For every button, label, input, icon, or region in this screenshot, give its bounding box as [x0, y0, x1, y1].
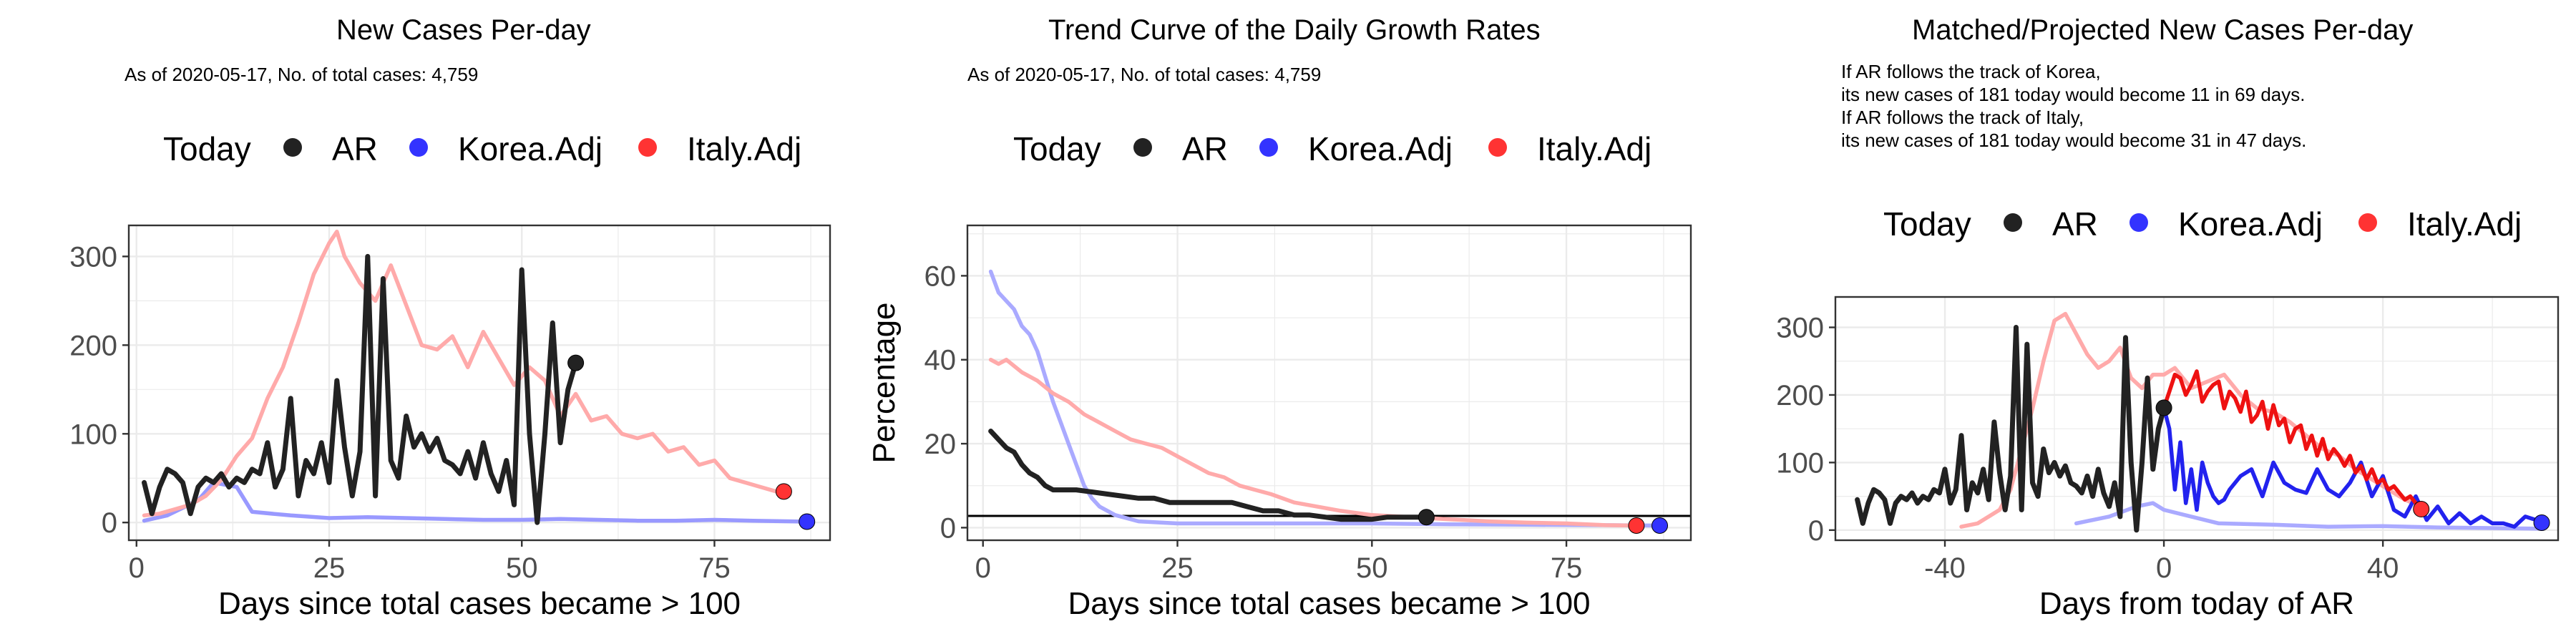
legend-label-ar: AR	[332, 130, 378, 167]
legend: Today AR Korea.Adj Italy.Adj	[163, 125, 807, 168]
x-tick-label: -40	[1924, 552, 1966, 584]
x-tick-label: 50	[506, 552, 538, 584]
legend-dot-korea	[409, 138, 428, 157]
legend-label-ar: AR	[1182, 130, 1228, 167]
legend-title: Today	[1013, 130, 1101, 167]
series-line-italy-adj	[142, 229, 779, 518]
series-line-italy-adj	[988, 357, 1639, 528]
legend-dot-ar	[2004, 213, 2022, 232]
x-tick-label: 0	[129, 552, 145, 584]
today-point-italy-adj	[1628, 517, 1645, 534]
legend-dot-ar	[1133, 138, 1152, 157]
legend-label-korea: Korea.Adj	[1308, 130, 1453, 167]
x-axis-label: Days from today of AR	[2039, 586, 2354, 621]
y-tick-label: 100	[69, 419, 117, 450]
chart-subtitle: If AR follows the track of Korea, its ne…	[1841, 60, 2306, 152]
chart-title: New Cases Per-day	[336, 14, 591, 46]
y-tick-label: 200	[1776, 380, 1824, 411]
x-tick-label: 75	[698, 552, 731, 584]
today-point-korea-adj-projected	[2533, 514, 2550, 531]
y-tick-label: 40	[924, 345, 957, 376]
x-tick-label: 50	[1356, 552, 1388, 584]
legend-label-korea: Korea.Adj	[2178, 205, 2323, 243]
panel-projected-cases: Matched/Projected New Cases Per-day If A…	[1717, 0, 2576, 644]
legend-dot-korea	[2129, 213, 2148, 232]
series-line-italy-adj-projected	[2162, 369, 2424, 512]
y-tick-label: 20	[924, 429, 957, 460]
subtitle-line: its new cases of 181 today would become …	[1841, 130, 2307, 151]
legend-label-italy: Italy.Adj	[687, 130, 802, 167]
gridlines	[129, 225, 830, 540]
x-axis-label: Days since total cases became > 100	[1068, 586, 1590, 621]
today-point-italy-adj-projected	[2413, 501, 2430, 518]
series-line-korea-adj	[2074, 501, 2544, 531]
today-point-italy-adj	[775, 483, 792, 500]
gridlines	[967, 225, 1691, 540]
y-tick-label: 0	[940, 512, 956, 544]
legend-dot-italy	[2358, 213, 2377, 232]
series-line-ar	[142, 253, 579, 525]
chart-title: Matched/Projected New Cases Per-day	[1912, 14, 2414, 46]
subtitle-line: its new cases of 181 today would become …	[1841, 84, 2306, 105]
subtitle-line: As of 2020-05-17, No. of total cases: 4,…	[125, 64, 479, 85]
legend-dot-italy	[1488, 138, 1507, 157]
legend-dot-italy	[638, 138, 657, 157]
chart-subtitle: As of 2020-05-17, No. of total cases: 4,…	[125, 63, 478, 86]
today-point-korea-adj	[799, 513, 816, 530]
x-tick-label: 0	[2156, 552, 2172, 584]
subtitle-line: If AR follows the track of Italy,	[1841, 107, 2084, 128]
y-tick-label: 60	[924, 260, 957, 292]
y-tick-label: 0	[1808, 515, 1824, 547]
today-point-ar	[2155, 399, 2172, 416]
chart-plot: -40 0 40 0 100 200 300 Days from today of AR	[1776, 296, 2560, 621]
chart-plot: 0 25 50 75 0 20 40 60 Days since total cases bec…	[867, 224, 1692, 621]
y-tick-label: 0	[102, 507, 117, 539]
series-line-korea-adj	[988, 269, 1662, 528]
panel-growth-rates: Trend Curve of the Daily Growth Rates As…	[859, 0, 1717, 644]
series-line-korea-adj	[142, 480, 809, 524]
y-axis-label: Percentage	[867, 302, 902, 463]
legend-label-italy: Italy.Adj	[1537, 130, 1652, 167]
legend: Today AR Korea.Adj Italy.Adj	[1883, 200, 2527, 243]
plot-border	[127, 224, 831, 542]
x-axis-label: Days since total cases became > 100	[218, 586, 741, 621]
plot-border	[1834, 296, 2560, 542]
series-line-ar	[1855, 325, 2167, 533]
legend-dot-ar	[283, 138, 302, 157]
chart-subtitle: As of 2020-05-17, No. of total cases: 4,…	[967, 63, 1321, 86]
chart-plot: 0 25 50 75 0 100 200 300 Days since total cases …	[69, 224, 831, 621]
y-tick-label: 200	[69, 330, 117, 361]
y-tick-label: 300	[1776, 313, 1824, 344]
series-line-ar	[988, 429, 1429, 522]
today-point-ar	[567, 354, 585, 371]
x-tick-label: 25	[313, 552, 346, 584]
legend: Today AR Korea.Adj Italy.Adj	[1013, 125, 1657, 168]
legend-label-italy: Italy.Adj	[2407, 205, 2522, 243]
legend-title: Today	[1883, 205, 1971, 243]
today-point-ar	[1418, 509, 1435, 526]
plot-border	[966, 224, 1692, 542]
legend-title: Today	[163, 130, 251, 167]
x-tick-label: 0	[975, 552, 991, 584]
panel-new-cases: New Cases Per-day As of 2020-05-17, No. …	[0, 0, 859, 644]
today-point-korea-adj	[1652, 517, 1669, 534]
legend-dot-korea	[1259, 138, 1278, 157]
x-tick-label: 40	[2367, 552, 2399, 584]
x-tick-label: 75	[1551, 552, 1583, 584]
subtitle-line: If AR follows the track of Korea,	[1841, 61, 2101, 82]
legend-label-korea: Korea.Adj	[458, 130, 603, 167]
series-line-korea-adj-projected	[2162, 406, 2544, 529]
x-tick-label: 25	[1161, 552, 1194, 584]
y-tick-label: 300	[69, 241, 117, 273]
subtitle-line: As of 2020-05-17, No. of total cases: 4,…	[967, 64, 1322, 85]
legend-label-ar: AR	[2052, 205, 2098, 243]
y-tick-label: 100	[1776, 447, 1824, 479]
chart-title: Trend Curve of the Daily Growth Rates	[1048, 14, 1541, 46]
